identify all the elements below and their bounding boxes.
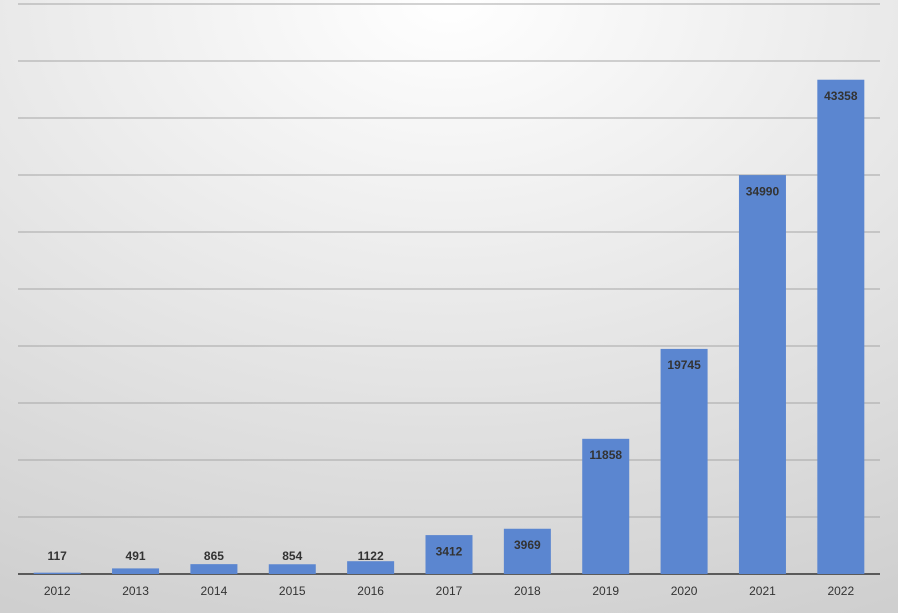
value-label: 3969 (514, 538, 541, 552)
value-label: 491 (126, 549, 146, 563)
x-tick-label: 2012 (44, 584, 71, 598)
value-label: 43358 (824, 89, 858, 103)
value-label: 854 (282, 549, 302, 563)
value-label: 117 (48, 549, 68, 563)
value-label: 19745 (667, 358, 701, 372)
x-tick-label: 2019 (592, 584, 619, 598)
bar (190, 564, 238, 574)
bar (503, 528, 551, 574)
x-tick-label: 2020 (671, 584, 698, 598)
bar (817, 79, 865, 574)
bar (425, 535, 473, 574)
value-label: 11858 (589, 448, 622, 462)
x-tick-label: 2014 (201, 584, 228, 598)
x-tick-label: 2013 (122, 584, 149, 598)
value-label: 34990 (746, 184, 780, 198)
x-tick-label: 2018 (514, 584, 541, 598)
bar (112, 568, 160, 574)
bar (268, 564, 316, 574)
bar (660, 348, 708, 574)
bar (738, 175, 786, 574)
x-tick-label: 2016 (357, 584, 384, 598)
x-tick-label: 2017 (436, 584, 463, 598)
bar (582, 438, 630, 574)
value-label: 3412 (436, 544, 463, 558)
value-label: 1122 (358, 549, 384, 563)
x-tick-label: 2015 (279, 584, 306, 598)
x-tick-label: 2021 (749, 584, 776, 598)
bar (347, 561, 395, 574)
x-tick-label: 2022 (827, 584, 854, 598)
bar (33, 572, 81, 574)
value-label: 865 (204, 549, 224, 563)
